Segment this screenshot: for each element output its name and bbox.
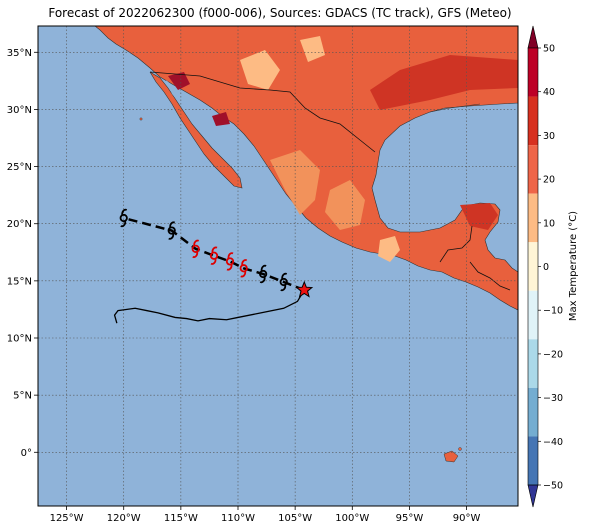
hurricane-symbol-icon	[119, 208, 128, 228]
star-icon	[295, 280, 314, 298]
lon-tick-label: 115°W	[164, 513, 198, 524]
hurricane-symbol-icon	[279, 272, 288, 292]
gulf-of-california	[166, 80, 250, 170]
colorbar-tick-label: 10	[543, 218, 555, 229]
hurricane-symbol-icon	[167, 221, 176, 240]
colorbar-segment	[528, 242, 538, 291]
lat-tick-label: 15°N	[7, 276, 32, 287]
colorbar-tick-label: 0	[543, 262, 549, 273]
axis-ticks: 125°W 120°W 115°W 110°W 105°W 100°W 95°W 90°W 0°…	[7, 48, 481, 524]
border-us-mexico	[149, 71, 376, 153]
temp-band-10-20	[240, 50, 280, 90]
colorbar-segment	[528, 193, 538, 243]
colorbar-segment	[528, 145, 538, 194]
lon-tick-label: 100°W	[335, 513, 369, 524]
colorbar-tick-label: −20	[543, 349, 563, 360]
colorbar-extend-max	[527, 25, 539, 49]
colorbar-segment	[528, 339, 538, 388]
colorbar-segment	[528, 48, 538, 97]
forecast-track-line	[123, 216, 305, 292]
lon-tick-label: 90°W	[453, 513, 481, 524]
colorbar-extend-min	[527, 484, 539, 508]
colorbar-tick-label: 20	[543, 175, 555, 186]
colorbar-tick-label: 30	[543, 131, 555, 142]
colorbar-tick-label: −30	[543, 393, 563, 404]
hurricane-symbol-icon	[191, 239, 200, 258]
lon-tick-label: 125°W	[50, 513, 84, 524]
temp-band-20-30	[325, 180, 365, 230]
land-yucatan-coast	[429, 103, 481, 113]
hurricane-symbol-icon	[209, 246, 219, 265]
temp-band-30-40	[370, 55, 518, 110]
temp-band-30-40	[460, 203, 498, 230]
lon-tick-label: 120°W	[107, 513, 141, 524]
land-galapagos-islet	[458, 447, 462, 451]
lat-tick-label: 0°	[21, 448, 32, 459]
colorbar-segment	[528, 436, 538, 485]
hurricane-symbol-icon	[259, 264, 268, 284]
colorbar: 50 40 30 20 10 0 −10 −20 −30 −40 −50	[527, 25, 563, 508]
lat-tick-label: 35°N	[7, 48, 32, 59]
border-mexico-guatemala	[439, 225, 473, 263]
lon-tick-label: 95°W	[396, 513, 424, 524]
land-galapagos	[443, 450, 459, 463]
colorbar-tick-label: −10	[543, 306, 563, 317]
hurricane-symbol-icon	[239, 259, 248, 278]
colorbar-segment	[528, 96, 538, 146]
map-title: Forecast of 2022062300 (f000-006), Sourc…	[48, 6, 512, 20]
colorbar-segment	[528, 387, 538, 437]
land-baja-california	[149, 71, 243, 189]
temp-band-20-30	[270, 150, 320, 215]
temp-band-40-50	[168, 72, 190, 90]
temp-band-40-50	[212, 112, 230, 126]
hurricane-symbol-icon	[225, 252, 235, 271]
border-central-america	[469, 261, 511, 291]
past-track-line	[113, 289, 305, 324]
temp-band-10-20	[300, 36, 325, 62]
lat-tick-label: 10°N	[7, 334, 32, 345]
lat-tick-label: 5°N	[13, 391, 32, 402]
colorbar-tick-label: −50	[543, 481, 563, 492]
colorbar-label: Max Temperature (°C)	[568, 211, 579, 321]
lat-tick-label: 25°N	[7, 162, 32, 173]
colorbar-tick-label: 40	[543, 87, 555, 98]
map-frame	[37, 25, 519, 507]
land-revillagigedo-islet	[139, 117, 143, 121]
lat-tick-label: 20°N	[7, 219, 32, 230]
temp-band-10-20	[378, 236, 400, 262]
colorbar-tick-label: −40	[543, 437, 563, 448]
lon-tick-label: 105°W	[278, 513, 312, 524]
lon-tick-label: 110°W	[221, 513, 255, 524]
colorbar-tick-label: 50	[543, 44, 555, 55]
lat-tick-label: 30°N	[7, 105, 32, 116]
colorbar-segment	[528, 290, 538, 340]
graticule	[38, 26, 518, 506]
cyclone-track	[113, 208, 314, 324]
